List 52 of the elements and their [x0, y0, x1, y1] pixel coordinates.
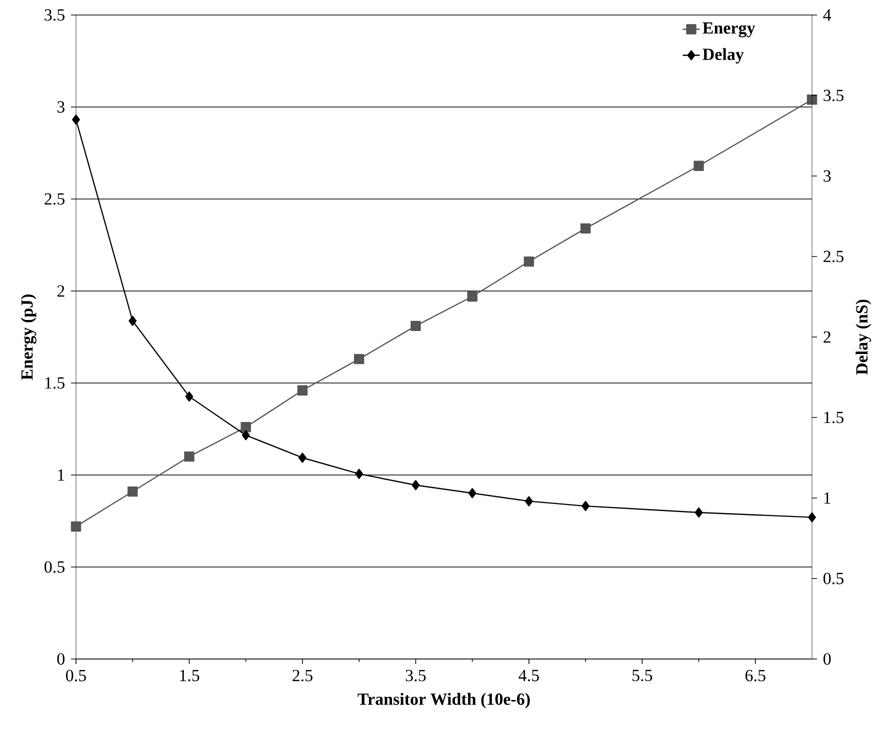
- point: [298, 452, 306, 463]
- x-tick-label: 0.5: [66, 670, 86, 682]
- point: [184, 451, 194, 462]
- y2-tick-label: 3: [824, 170, 831, 182]
- y-axis-title: Energy (pJ): [20, 294, 36, 380]
- point: [467, 291, 478, 302]
- legend-label: Delay: [702, 48, 744, 64]
- point: [582, 500, 590, 512]
- point: [694, 160, 704, 171]
- x-tick-label: 5.5: [632, 670, 652, 682]
- point: [354, 354, 364, 364]
- y-tick-label: 3.5: [44, 9, 64, 21]
- point: [355, 468, 364, 479]
- y-tick-label: 3: [57, 101, 64, 113]
- point: [70, 521, 82, 532]
- y2-tick-label: 4: [823, 9, 832, 21]
- point: [242, 430, 250, 440]
- y-tick-label: 2: [57, 285, 64, 297]
- y-tick-label: 0.5: [44, 561, 64, 573]
- y2-tick-label: 2.5: [824, 250, 844, 262]
- legend-label: Energy: [702, 22, 756, 38]
- y2-tick-label: 3.5: [824, 90, 844, 102]
- point: [412, 480, 420, 490]
- x-tick-label: 6.5: [745, 670, 766, 682]
- point: [128, 486, 138, 497]
- point: [240, 422, 251, 432]
- point: [808, 512, 816, 522]
- x-tick-label: 3.5: [406, 670, 426, 682]
- x-axis-title: Transitor Width (10e-6): [358, 692, 530, 708]
- y2-tick-label: 1: [824, 492, 830, 504]
- point: [524, 496, 533, 506]
- x-tick-label: 4.5: [518, 670, 539, 682]
- y2-tick-label: 0: [824, 653, 831, 665]
- y2-tick-label: 2: [824, 331, 830, 343]
- point: [410, 320, 421, 332]
- x-tick-label: 2.5: [292, 670, 312, 682]
- x-tick-label: 1.5: [180, 670, 200, 682]
- point: [128, 316, 137, 326]
- y-tick-label: 1: [58, 469, 64, 481]
- y2-tick-label: 0.5: [824, 572, 844, 584]
- point: [694, 507, 703, 518]
- point: [185, 391, 194, 402]
- point: [468, 488, 476, 498]
- y-tick-label: 1.5: [45, 377, 64, 389]
- point: [580, 223, 591, 234]
- point: [72, 114, 80, 125]
- y2-tick-label: 1.5: [824, 412, 844, 424]
- point: [524, 256, 534, 267]
- point: [297, 385, 308, 396]
- y-tick-label: 2.5: [44, 193, 64, 205]
- y-tick-label: 0: [57, 653, 64, 665]
- y2-axis-title: Delay (nS): [856, 300, 872, 375]
